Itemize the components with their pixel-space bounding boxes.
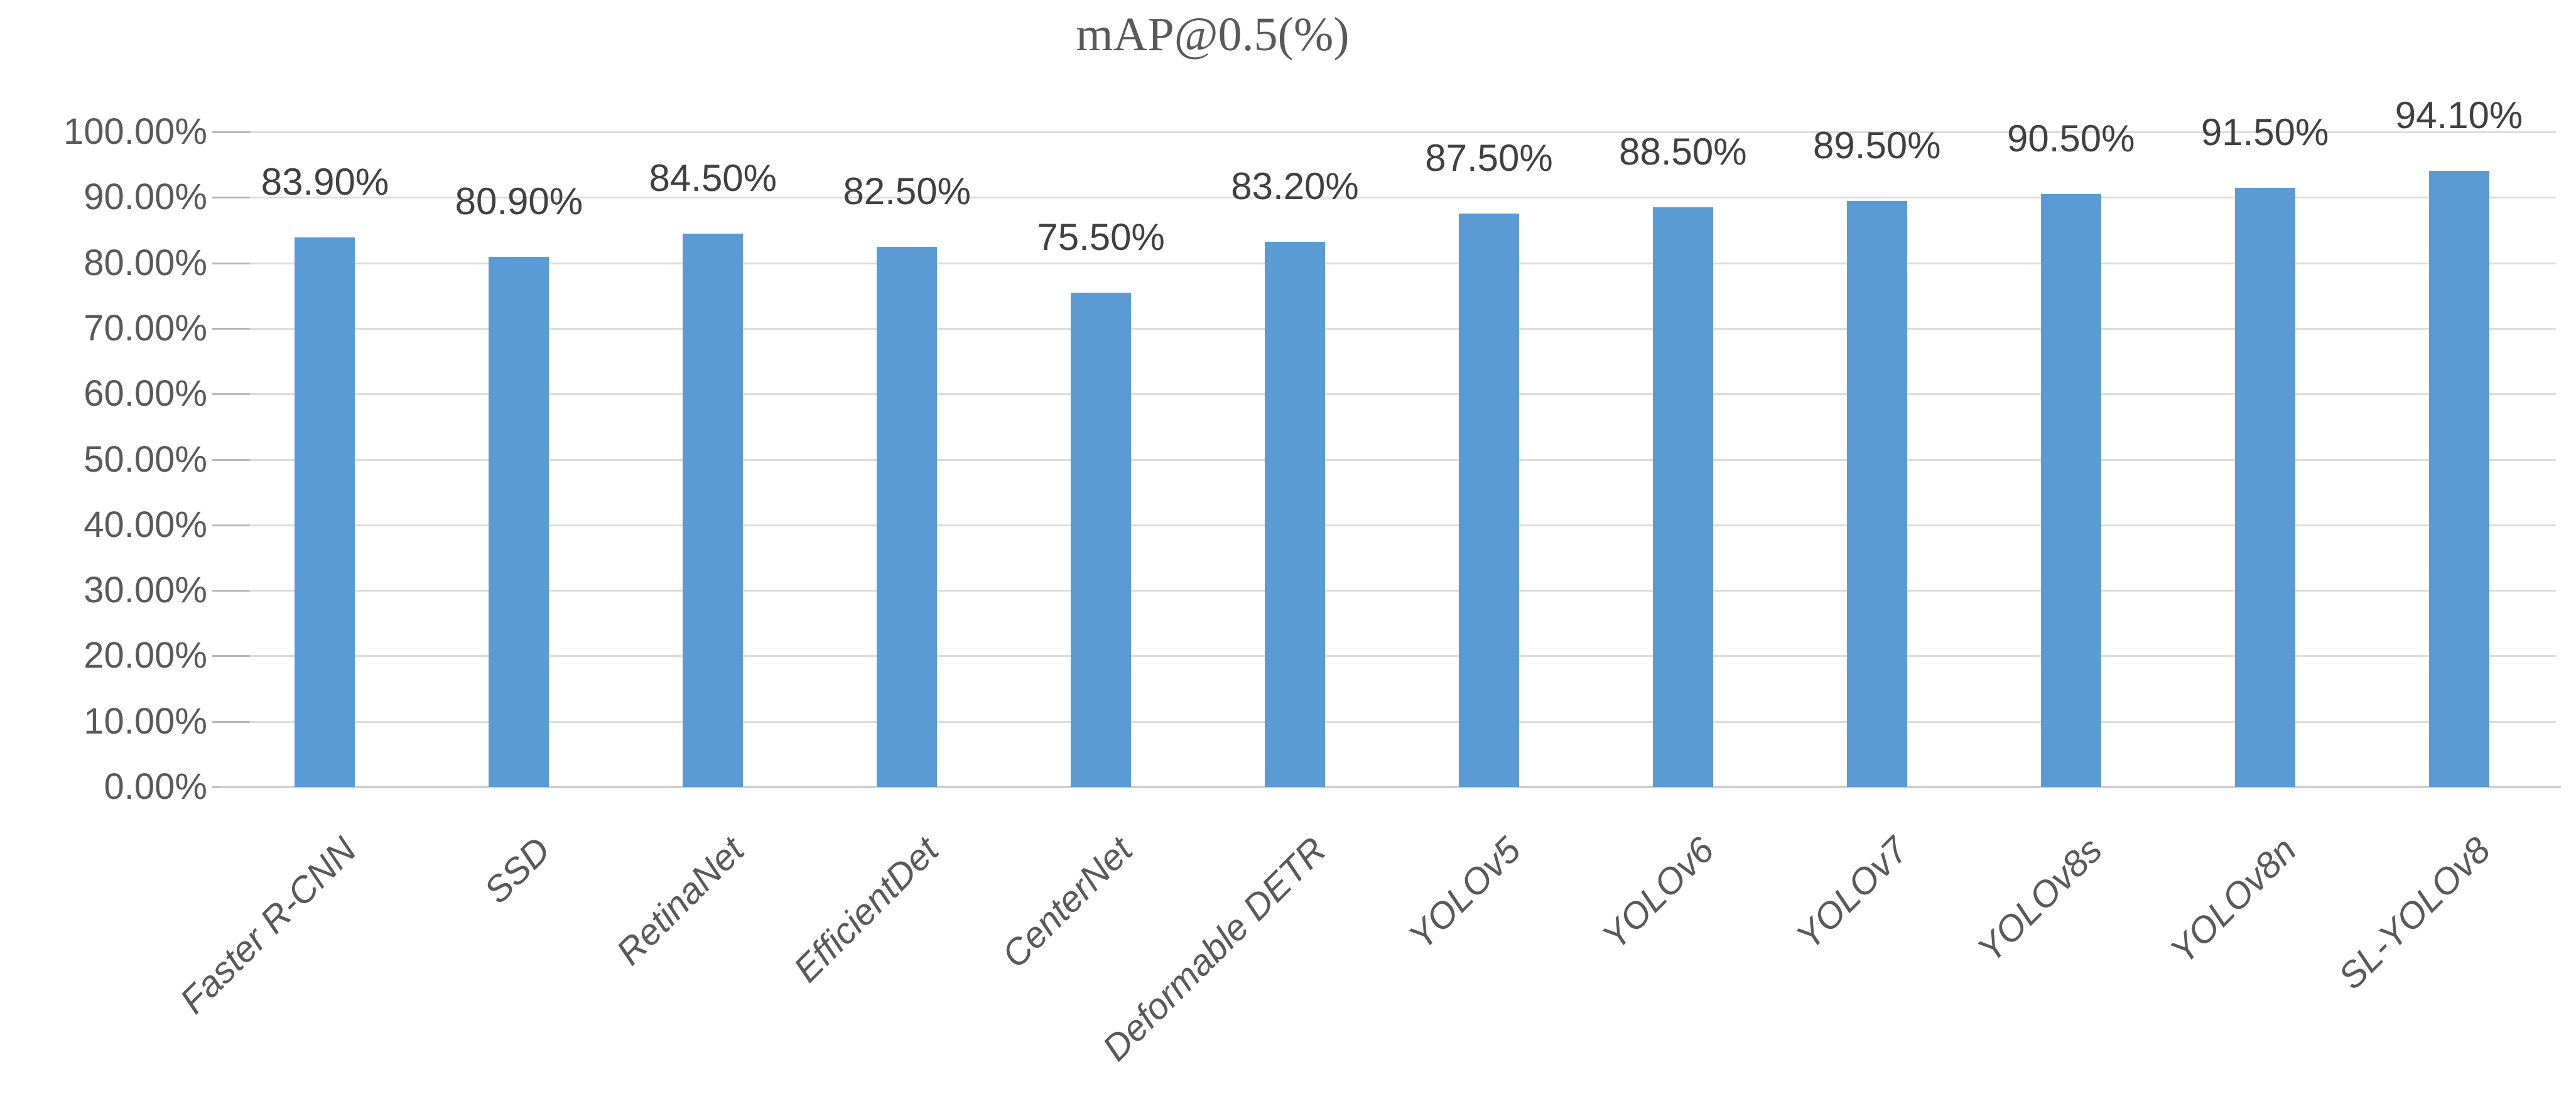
y-axis-tick [212, 327, 250, 330]
bar [295, 237, 355, 787]
x-category-label: RetinaNet [609, 829, 752, 973]
x-category-label: Faster R-CNN [172, 829, 365, 1022]
y-tick-label: 100.00% [63, 111, 207, 152]
x-category-label: CenterNet [993, 829, 1140, 976]
bar-value-label: 83.90% [261, 160, 389, 203]
gridline [228, 655, 2556, 658]
y-tick-label: 20.00% [84, 635, 207, 676]
bar [1071, 292, 1132, 787]
y-axis-tick [212, 720, 250, 723]
gridline [228, 197, 2556, 199]
y-axis-tick [212, 197, 250, 199]
x-category-label: YOLOv5 [1400, 829, 1529, 957]
y-axis-tick [212, 393, 250, 396]
x-category-label: SL-YOLOv8 [2330, 829, 2499, 997]
x-category-label: EfficientDet [786, 829, 946, 990]
bar-value-label: 82.50% [843, 170, 971, 212]
bar-value-label: 84.50% [649, 156, 777, 199]
bar-value-label: 75.50% [1037, 215, 1165, 258]
bar [2428, 170, 2489, 787]
bar [1652, 207, 1713, 787]
y-axis-tick [212, 655, 250, 658]
chart-title: mAP@0.5(%) [1076, 8, 1350, 61]
y-tick-label: 60.00% [84, 373, 207, 415]
bar-value-label: 89.50% [1813, 124, 1941, 166]
bar-value-label: 80.90% [455, 180, 583, 223]
gridline [228, 590, 2556, 592]
bar [877, 246, 938, 787]
x-category-label: YOLOv7 [1789, 829, 1917, 957]
y-tick-label: 70.00% [84, 307, 207, 349]
y-tick-label: 0.00% [104, 766, 207, 807]
bar-value-label: 91.50% [2200, 111, 2329, 153]
y-tick-label: 80.00% [84, 242, 207, 283]
x-category-label: YOLOv6 [1594, 829, 1723, 957]
gridline [228, 327, 2556, 330]
y-tick-label: 50.00% [84, 438, 207, 480]
y-axis-tick [212, 524, 250, 526]
bar-value-label: 83.20% [1231, 165, 1359, 208]
bar [683, 233, 744, 787]
bar-value-label: 87.50% [1425, 137, 1553, 180]
bar-value-label: 88.50% [1619, 130, 1747, 173]
y-tick-label: 90.00% [84, 176, 207, 218]
bar [1846, 200, 1907, 787]
bar [2040, 194, 2101, 787]
bar [1458, 214, 1519, 787]
y-axis-tick [212, 458, 250, 461]
bar [2234, 187, 2295, 787]
x-category-label: YOLOv8s [1969, 829, 2111, 970]
x-category-label: YOLOv8n [2162, 829, 2305, 972]
x-category-label: SSD [476, 829, 558, 911]
gridline [228, 458, 2556, 461]
bar-value-label: 90.50% [2006, 117, 2135, 160]
y-tick-label: 40.00% [84, 504, 207, 545]
gridline [228, 524, 2556, 526]
gridline [228, 262, 2556, 264]
y-tick-label: 30.00% [84, 570, 207, 611]
y-axis-tick [212, 262, 250, 264]
bar [1265, 242, 1326, 787]
x-axis-line [220, 786, 2561, 788]
bar-value-label: 94.10% [2395, 94, 2523, 136]
bar [489, 257, 549, 787]
y-axis-tick [212, 131, 250, 133]
gridline [228, 720, 2556, 723]
y-axis-tick [212, 590, 250, 592]
gridline [228, 131, 2556, 133]
gridline [228, 393, 2556, 396]
y-tick-label: 10.00% [84, 700, 207, 742]
